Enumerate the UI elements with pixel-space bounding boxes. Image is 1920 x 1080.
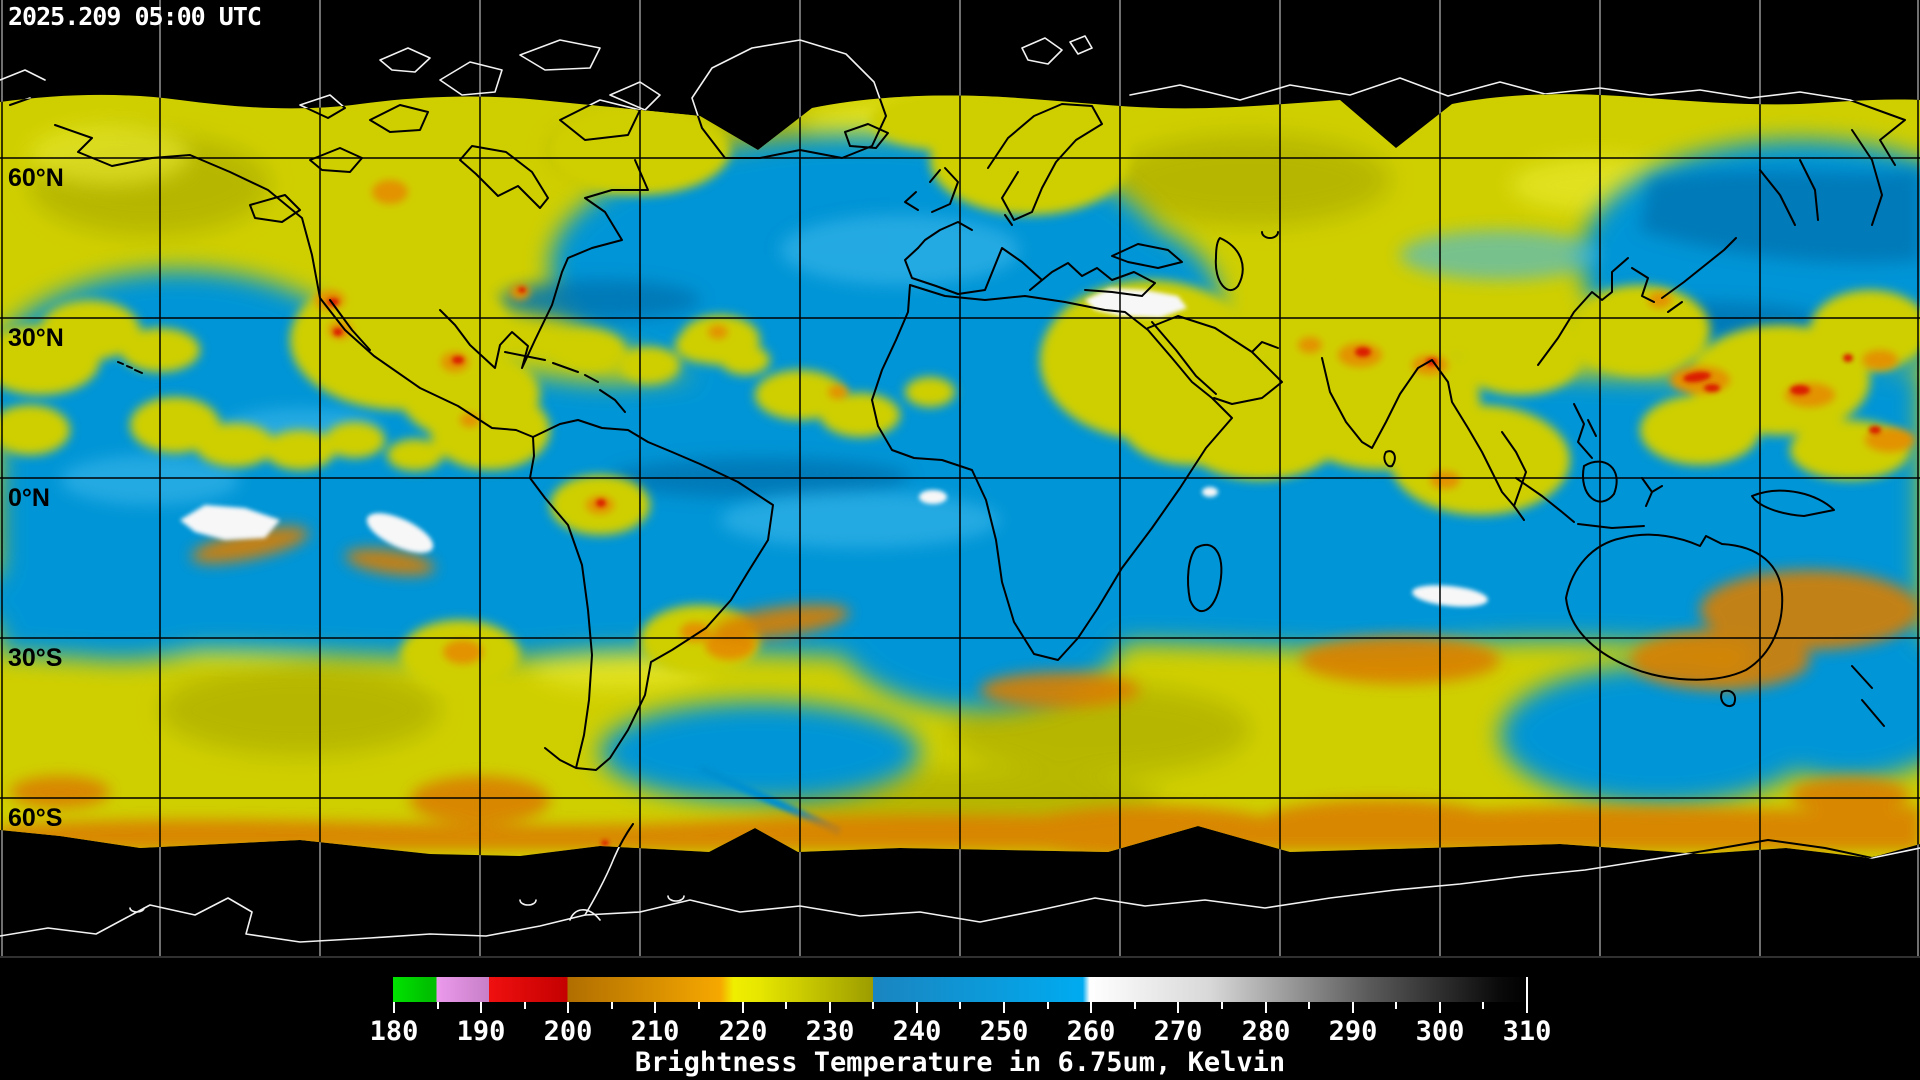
colorbar-label-210: 210 (631, 1016, 680, 1047)
data-swath (0, 94, 1920, 859)
colorbar-label-180: 180 (370, 1016, 419, 1047)
colorbar-label-260: 260 (1067, 1016, 1116, 1047)
convective-cloud-clusters (0, 94, 1920, 690)
colorbar: 180 190 200 210 220 230 240 250 260 270 … (370, 977, 1552, 1078)
lat-label-60n: 60°N (8, 164, 64, 192)
coldest-cloud-red-cores (327, 287, 1881, 846)
colorbar-label-310: 310 (1503, 1016, 1552, 1047)
colorbar-label-220: 220 (719, 1016, 768, 1047)
colorbar-label-240: 240 (893, 1016, 942, 1047)
colorbar-label-230: 230 (806, 1016, 855, 1047)
colorbar-label-300: 300 (1416, 1016, 1465, 1047)
colorbar-label-250: 250 (980, 1016, 1029, 1047)
colorbar-label-280: 280 (1242, 1016, 1291, 1047)
colorbar-gradient-bar (393, 977, 1528, 1002)
lat-label-60s: 60°S (8, 804, 62, 832)
lat-label-0n: 0°N (8, 484, 50, 512)
colorbar-labels: 180 190 200 210 220 230 240 250 260 270 … (370, 1016, 1552, 1047)
colorbar-label-290: 290 (1329, 1016, 1378, 1047)
timestamp: 2025.209 05:00 UTC (8, 2, 261, 31)
colorbar-label-270: 270 (1154, 1016, 1203, 1047)
colorbar-label-190: 190 (457, 1016, 506, 1047)
colorbar-label-200: 200 (544, 1016, 593, 1047)
colorbar-title: Brightness Temperature in 6.75um, Kelvin (635, 1047, 1285, 1078)
coldest-cloud-white-patches (180, 288, 1488, 607)
lat-label-30n: 30°N (8, 324, 64, 352)
colorbar-minor-ticks (437, 1002, 1484, 1009)
colorbar-major-ticks (393, 1002, 1528, 1013)
lat-label-30s: 30°S (8, 644, 62, 672)
